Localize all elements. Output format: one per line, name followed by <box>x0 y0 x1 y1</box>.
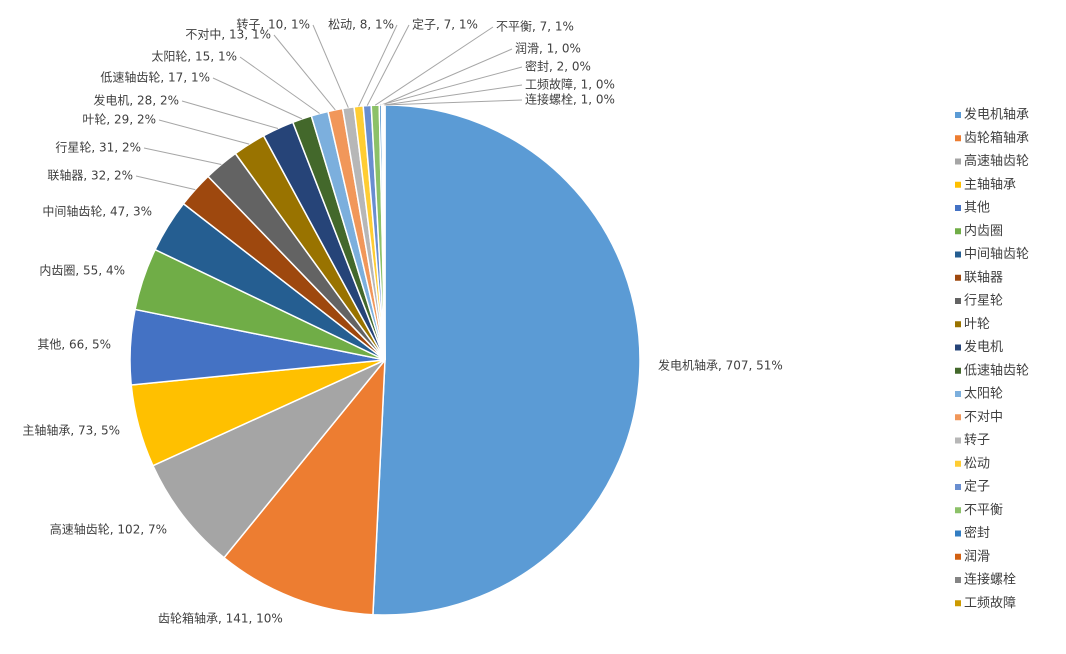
data-label: 不对中, 13, 1% <box>185 27 271 42</box>
legend-swatch <box>955 414 961 421</box>
data-label: 松动, 8, 1% <box>328 18 394 32</box>
leader-line <box>158 119 250 145</box>
data-label: 高速轴齿轮, 102, 7% <box>50 522 167 537</box>
legend-label: 转子 <box>964 433 990 448</box>
legend-swatch <box>955 344 961 351</box>
legend-swatch <box>955 228 961 235</box>
data-label: 中间轴齿轮, 47, 3% <box>42 204 152 219</box>
legend-label: 其他 <box>964 201 990 216</box>
data-label: 行星轮, 31, 2% <box>55 141 141 155</box>
data-label: 发电机, 28, 2% <box>93 93 179 108</box>
leader-line <box>383 99 523 106</box>
legend-label: 工频故障 <box>964 596 1016 611</box>
legend-label: 发电机 <box>964 339 1003 355</box>
legend-swatch <box>955 484 961 490</box>
data-label: 转子, 10, 1% <box>236 17 310 32</box>
legend-label: 发电机轴承 <box>964 107 1029 123</box>
leader-line <box>381 48 513 106</box>
data-label: 内齿圈, 55, 4% <box>39 264 125 278</box>
legend-swatch <box>955 135 961 142</box>
pie-slice <box>372 104 641 616</box>
legend-swatch <box>955 321 961 328</box>
legend-label: 定子 <box>964 480 990 495</box>
leader-line <box>374 26 494 106</box>
pie-slice <box>151 359 386 559</box>
legend-swatch <box>955 298 961 304</box>
leader-line <box>384 84 523 106</box>
pie-slice <box>222 357 386 616</box>
leader-line <box>273 34 336 111</box>
legend-swatch <box>955 367 961 374</box>
leader-line <box>143 147 222 165</box>
leader-line <box>181 100 279 130</box>
legend-swatch <box>955 112 961 118</box>
legend-swatch <box>955 600 961 607</box>
legend-swatch <box>955 158 961 165</box>
legend-label: 行星轮 <box>964 294 1003 309</box>
legend-label: 连接螺栓 <box>964 572 1016 588</box>
legend-swatch <box>955 530 961 537</box>
legend-label: 联轴器 <box>964 270 1003 285</box>
legend-label: 松动 <box>964 456 990 471</box>
leader-line <box>366 24 410 106</box>
data-label: 低速轴齿轮, 17, 1% <box>100 70 210 85</box>
legend-swatch <box>955 274 961 281</box>
data-label: 润滑, 1, 0% <box>515 42 581 56</box>
leader-line <box>312 24 349 108</box>
legend-swatch <box>955 507 961 514</box>
data-label: 定子, 7, 1% <box>412 17 478 32</box>
legend-label: 润滑 <box>964 549 990 564</box>
data-label: 太阳轮, 15, 1% <box>151 49 237 64</box>
legend: 发电机轴承齿轮箱轴承高速轴齿轮主轴轴承其他内齿圈中间轴齿轮联轴器行星轮叶轮发电机… <box>955 107 1029 611</box>
legend-label: 高速轴齿轮 <box>964 153 1029 169</box>
data-label: 齿轮箱轴承, 141, 10% <box>158 611 283 626</box>
legend-label: 不平衡 <box>964 503 1003 518</box>
data-label: 工频故障, 1, 0% <box>525 77 615 92</box>
leader-line <box>239 56 320 114</box>
legend-swatch <box>955 391 961 397</box>
data-label: 其他, 66, 5% <box>37 338 111 352</box>
legend-label: 低速轴齿轮 <box>964 363 1029 378</box>
leader-line <box>135 175 196 191</box>
legend-swatch <box>955 181 961 188</box>
legend-label: 叶轮 <box>964 317 990 332</box>
data-label: 发电机轴承, 707, 51% <box>658 358 783 373</box>
legend-swatch <box>955 251 961 258</box>
legend-swatch <box>955 577 961 583</box>
leader-line <box>212 77 303 120</box>
leader-line <box>380 66 523 106</box>
data-label: 连接螺栓, 1, 0% <box>525 92 615 107</box>
legend-label: 密封 <box>964 525 990 541</box>
data-label: 密封, 2, 0% <box>525 59 591 74</box>
legend-label: 太阳轮 <box>964 387 1003 402</box>
legend-swatch <box>955 437 961 444</box>
legend-label: 齿轮箱轴承 <box>964 130 1029 146</box>
data-label: 联轴器, 32, 2% <box>47 168 133 183</box>
legend-label: 主轴轴承 <box>964 177 1016 192</box>
data-label: 不平衡, 7, 1% <box>496 20 574 34</box>
legend-label: 中间轴齿轮 <box>964 247 1029 262</box>
legend-swatch <box>955 205 961 211</box>
data-label: 主轴轴承, 73, 5% <box>22 423 120 438</box>
legend-swatch <box>955 553 961 560</box>
leader-line <box>358 24 398 107</box>
legend-swatch <box>955 460 961 467</box>
data-label: 叶轮, 29, 2% <box>82 113 156 127</box>
legend-label: 内齿圈 <box>964 223 1003 239</box>
legend-label: 不对中 <box>964 410 1003 425</box>
